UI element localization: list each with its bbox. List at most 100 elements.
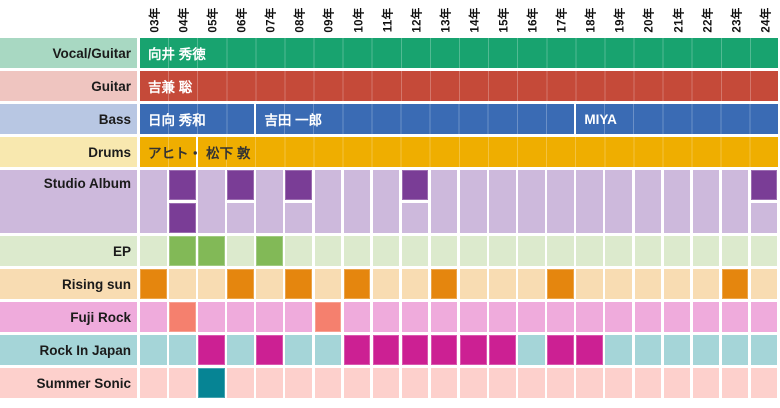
- year-cell: [518, 335, 545, 365]
- year-cell: [663, 368, 691, 398]
- year-tick: 21年: [664, 0, 693, 38]
- year-tick-label: 04年: [178, 7, 191, 33]
- year-cell: [721, 170, 749, 233]
- year-tick: 14年: [460, 0, 489, 38]
- year-cell: [401, 269, 429, 299]
- year-tick-label: 07年: [265, 7, 278, 33]
- year-cell: [518, 269, 545, 299]
- event-cell: [285, 269, 313, 299]
- year-cell: [430, 170, 458, 233]
- year-cell: [343, 236, 371, 266]
- year-tick-label: 21年: [673, 7, 686, 33]
- member-name: MIYA: [584, 111, 617, 127]
- year-cell: [460, 302, 487, 332]
- row-label: Summer Sonic: [0, 368, 137, 398]
- event-row: Summer Sonic: [0, 368, 780, 398]
- year-cell: [489, 302, 516, 332]
- year-cell: [576, 170, 603, 233]
- event-row: Rising sun: [0, 269, 780, 299]
- member-name: 松下 敦: [206, 146, 251, 161]
- year-cell: [489, 269, 516, 299]
- member-row: Guitar 吉兼 聡: [0, 71, 780, 101]
- year-tick: 24年: [751, 0, 780, 38]
- year-cell: [227, 236, 254, 266]
- year-cell: [547, 170, 574, 233]
- year-cell: [430, 236, 458, 266]
- year-cell: [489, 236, 516, 266]
- row-label: Studio Album: [0, 170, 137, 233]
- year-tick: 07年: [256, 0, 285, 38]
- year-cell: [140, 236, 167, 266]
- year-cell: [576, 269, 603, 299]
- year-cell: [285, 236, 313, 266]
- year-cell: [692, 335, 720, 365]
- member-name: 向井 秀徳: [148, 47, 206, 62]
- year-cell: [663, 335, 691, 365]
- timeline-rows: Vocal/Guitar 向井 秀徳 Guitar 吉兼 聡 Bass 日向 秀和 吉田 一…: [0, 38, 780, 398]
- row-label: EP: [0, 236, 137, 266]
- year-cell: [605, 269, 633, 299]
- year-tick: 20年: [635, 0, 664, 38]
- year-tick-label: 23年: [731, 7, 744, 33]
- member-bar: アヒト・: [140, 137, 202, 167]
- year-cell: [343, 170, 371, 233]
- row-label: Vocal/Guitar: [0, 38, 137, 68]
- event-cell: [169, 302, 196, 332]
- year-cell: [489, 170, 516, 233]
- event-cell: [343, 335, 371, 365]
- year-tick: 15年: [489, 0, 518, 38]
- year-cell: [372, 269, 400, 299]
- year-cell: [547, 236, 574, 266]
- year-cell: [401, 368, 429, 398]
- year-tick-label: 22年: [702, 7, 715, 33]
- event-cell: [169, 170, 196, 203]
- year-cell: [314, 170, 342, 233]
- year-cell: [489, 368, 516, 398]
- year-cell: [634, 335, 662, 365]
- year-tick: 17年: [547, 0, 576, 38]
- year-cell: [401, 170, 429, 233]
- year-cell: [372, 170, 400, 233]
- year-cell: [198, 302, 225, 332]
- member-bar: 松下 敦: [198, 137, 778, 167]
- year-cell: [314, 368, 342, 398]
- event-cell: [285, 170, 313, 203]
- year-cell: [634, 302, 662, 332]
- year-cell: [692, 302, 720, 332]
- year-cell: [401, 236, 429, 266]
- year-cell: [285, 170, 313, 233]
- row-label: Rock In Japan: [0, 335, 137, 365]
- year-tick: 22年: [693, 0, 722, 38]
- year-cell: [692, 269, 720, 299]
- event-cell: [343, 269, 371, 299]
- event-cell: [401, 170, 429, 203]
- year-cell: [634, 269, 662, 299]
- year-cell: [605, 170, 633, 233]
- year-tick-label: 13年: [440, 7, 453, 33]
- event-row: EP: [0, 236, 780, 266]
- year-cell: [518, 302, 545, 332]
- year-cell: [750, 368, 778, 398]
- event-cell: [256, 236, 283, 266]
- year-cell: [372, 302, 400, 332]
- year-cell: [576, 236, 603, 266]
- year-cell: [460, 236, 487, 266]
- row-label: Bass: [0, 104, 137, 134]
- row-label: Rising sun: [0, 269, 137, 299]
- member-bar: 吉兼 聡: [140, 71, 778, 101]
- year-cell: [721, 368, 749, 398]
- year-tick-label: 17年: [556, 7, 569, 33]
- member-name: 吉兼 聡: [148, 80, 193, 95]
- year-cell: [605, 302, 633, 332]
- event-cell: [169, 203, 196, 233]
- year-cell: [663, 269, 691, 299]
- year-cell: [547, 302, 574, 332]
- year-cell: [314, 236, 342, 266]
- member-bar: 吉田 一郎: [256, 104, 575, 134]
- member-bar: 向井 秀徳: [140, 38, 778, 68]
- year-cell: [430, 302, 458, 332]
- year-cell: [285, 368, 313, 398]
- year-cell: [518, 170, 545, 233]
- year-tick: 19年: [605, 0, 634, 38]
- year-tick: 06年: [227, 0, 256, 38]
